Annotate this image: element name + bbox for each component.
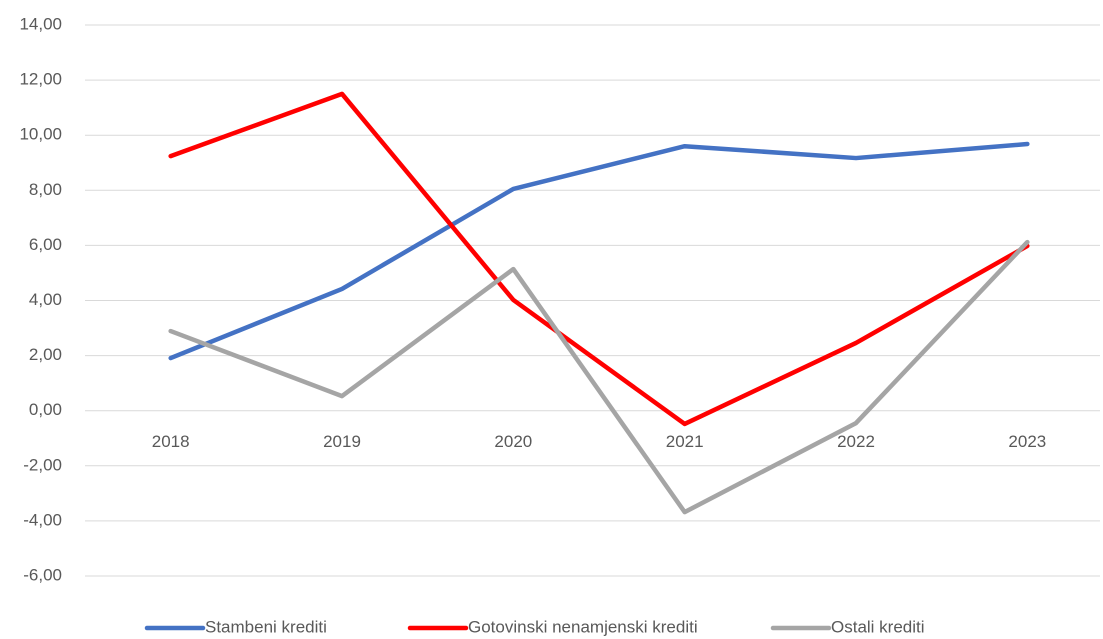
y-tick-label: 10,00: [19, 125, 62, 144]
x-tick-label: 2020: [494, 432, 532, 451]
legend-label: Stambeni krediti: [205, 617, 327, 636]
y-tick-label: 12,00: [19, 70, 62, 89]
y-tick-label: -2,00: [23, 455, 62, 474]
legend-label: Ostali krediti: [831, 617, 925, 636]
y-tick-label: -4,00: [23, 510, 62, 529]
x-tick-label: 2023: [1008, 432, 1046, 451]
y-tick-label: 0,00: [29, 400, 62, 419]
legend-label: Gotovinski nenamjenski krediti: [468, 617, 698, 636]
x-tick-label: 2018: [152, 432, 190, 451]
series-line: [168, 239, 1030, 515]
x-tick-label: 2019: [323, 432, 361, 451]
y-tick-label: -6,00: [23, 565, 62, 584]
series-line: [168, 141, 1030, 361]
y-tick-label: 2,00: [29, 345, 62, 364]
y-tick-label: 4,00: [29, 290, 62, 309]
y-tick-label: 8,00: [29, 180, 62, 199]
x-tick-label: 2022: [837, 432, 875, 451]
x-tick-label: 2021: [666, 432, 704, 451]
y-tick-label: 6,00: [29, 235, 62, 254]
y-tick-label: 14,00: [19, 14, 62, 33]
series-line: [168, 91, 1030, 427]
